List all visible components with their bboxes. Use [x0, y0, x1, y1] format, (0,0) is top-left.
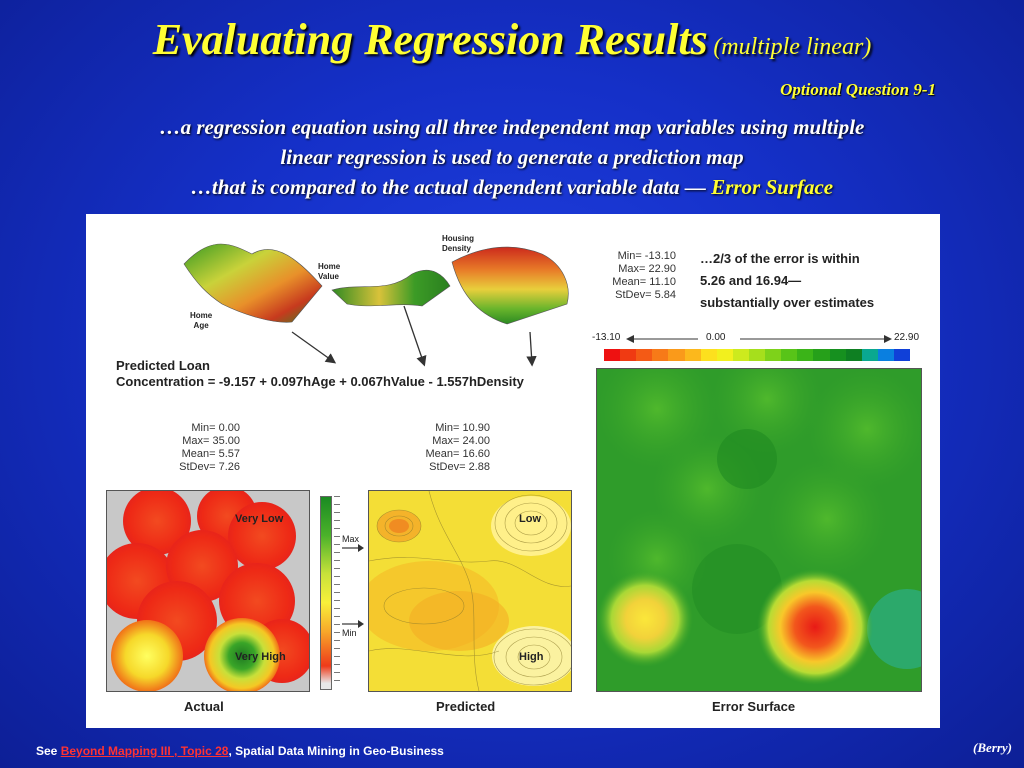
credit: (Berry) [973, 740, 1012, 755]
scale-swatch [668, 349, 685, 361]
desc-line-1: …a regression equation using all three i… [159, 115, 865, 139]
predicted-map: Low High [368, 490, 572, 692]
scale-max: 22.90 [894, 332, 920, 343]
scale-swatch [636, 349, 653, 361]
surfaces-illustration [183, 243, 569, 325]
scale-swatch [604, 349, 621, 361]
scale-swatch [765, 349, 782, 361]
actual-color-legend [320, 496, 332, 690]
slide-description: …a regression equation using all three i… [60, 112, 964, 202]
error-note: …2/3 of the error is within 5.26 and 16.9… [700, 251, 875, 310]
actual-very-low-label: Very Low [235, 513, 284, 525]
scale-swatch [620, 349, 637, 361]
title-sub: (multiple linear) [713, 34, 872, 60]
desc-highlight: Error Surface [711, 175, 834, 199]
regression-equation: Predicted Loan Concentration = -9.157 + … [116, 358, 524, 389]
predicted-low-label: Low [519, 513, 541, 525]
predicted-high-label: High [519, 651, 544, 663]
title-main: Evaluating Regression Results [152, 15, 708, 64]
actual-stats: Min= 0.00 Max= 35.00 Mean= 5.57 StDev= 7.26 [179, 422, 240, 473]
predicted-stats: Min= 10.90 Max= 24.00 Mean= 16.60 StDev= 2.… [425, 422, 490, 473]
optional-question: Optional Question 9-1 [780, 80, 936, 99]
legend-ticks [334, 496, 340, 688]
legend-arrows [342, 544, 364, 628]
figure-panel: Home Age Home Value Housing Density Predict… [86, 214, 940, 728]
error-color-scale [604, 349, 911, 361]
actual-map: Very Low Very High [106, 490, 310, 692]
scale-swatch [732, 349, 749, 361]
caption-error-surface: Error Surface [712, 699, 796, 714]
scale-swatch [829, 349, 846, 361]
label-home-age: Home Age [190, 311, 213, 330]
surface-arrows [291, 305, 537, 367]
error-surface-map [596, 368, 922, 692]
scale-swatch [845, 349, 862, 361]
label-housing-density: Housing Density [442, 234, 474, 253]
footer-see: See [36, 744, 61, 758]
footer-rest: , Spatial Data Mining in Geo-Business [228, 744, 444, 758]
actual-very-high-label: Very High [235, 651, 286, 663]
footer-link[interactable]: Beyond Mapping III , Topic 28 [60, 744, 229, 758]
error-stats: Min= -13.10 Max= 22.90 Mean= 11.10 StDev= 5… [612, 250, 676, 301]
desc-line-3: …that is compared to the actual dependen… [60, 172, 964, 202]
slide-title: Evaluating Regression Results (multiple … [0, 14, 1024, 65]
scale-swatch [716, 349, 733, 361]
scale-swatch [700, 349, 717, 361]
caption-actual: Actual [184, 699, 224, 714]
legend-max-label: Max [342, 534, 360, 544]
scale-mid: 0.00 [706, 332, 726, 343]
scale-swatch [684, 349, 701, 361]
scale-swatch [797, 349, 814, 361]
scale-swatch [813, 349, 830, 361]
scale-swatch [893, 349, 911, 361]
label-home-value: Home Value [318, 262, 341, 281]
desc-line-3-text: …that is compared to the actual dependen… [190, 175, 712, 199]
scale-swatch [781, 349, 798, 361]
scale-min: -13.10 [592, 332, 621, 343]
scale-swatch [652, 349, 669, 361]
desc-line-2: linear regression is used to generate a … [280, 145, 744, 169]
footer: See Beyond Mapping III , Topic 28, Spati… [36, 744, 444, 758]
scale-swatch [861, 349, 878, 361]
legend-min-label: Min [342, 628, 357, 638]
caption-predicted: Predicted [436, 699, 496, 714]
scale-arrows [626, 335, 892, 343]
scale-swatch [877, 349, 894, 361]
scale-swatch [748, 349, 766, 361]
